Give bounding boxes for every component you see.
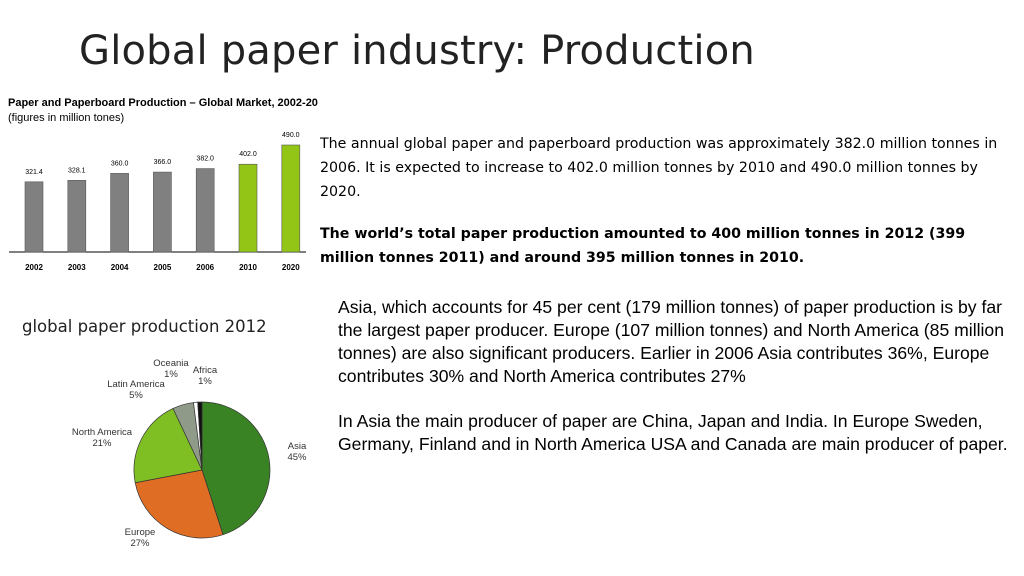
pie-slice-label: Asia bbox=[288, 441, 307, 452]
bar-chart-title: Paper and Paperboard Production – Global… bbox=[8, 97, 318, 109]
pie-slice-percent: 45% bbox=[287, 452, 307, 463]
pie-slice-europe bbox=[134, 469, 224, 539]
bar-category-label: 2006 bbox=[196, 263, 214, 272]
pie-slice-label: Europe bbox=[125, 527, 156, 538]
pie-slice-asia bbox=[201, 401, 271, 536]
asia-share-paragraph: Asia, which accounts for 45 per cent (17… bbox=[338, 297, 1004, 386]
bar-2004 bbox=[110, 173, 129, 253]
total-production-paragraph: The world’s total paper production amoun… bbox=[320, 226, 966, 266]
bar-value-label: 360.0 bbox=[111, 160, 129, 167]
bar-chart-subtitle: (figures in million tones) bbox=[8, 112, 125, 124]
bar-category-label: 2010 bbox=[239, 263, 257, 272]
main-producers-paragraph: In Asia the main producer of paper are C… bbox=[338, 411, 1008, 454]
pie-slice-label: Latin America bbox=[107, 379, 165, 390]
pie-slice-label: Africa bbox=[193, 365, 218, 376]
pie-slice-label: North America bbox=[72, 427, 133, 438]
bar-category-label: 2002 bbox=[25, 263, 43, 272]
bar-value-label: 366.0 bbox=[154, 159, 172, 166]
pie-slice-percent: 1% bbox=[164, 369, 178, 380]
pie-slice-north-america bbox=[133, 408, 203, 484]
bar-value-label: 328.1 bbox=[68, 167, 86, 174]
pie-chart-title: global paper production 2012 bbox=[22, 317, 267, 336]
bar-2006 bbox=[195, 168, 215, 253]
bar-2005 bbox=[153, 171, 172, 253]
slide-title: Global paper industry: Production bbox=[79, 28, 755, 74]
bar-value-label: 490.0 bbox=[282, 132, 300, 139]
pie-slice-africa bbox=[197, 401, 203, 471]
bar-category-label: 2003 bbox=[68, 263, 86, 272]
bar-value-label: 321.4 bbox=[25, 169, 43, 176]
bar-2003 bbox=[67, 180, 87, 253]
pie-slice-percent: 5% bbox=[129, 390, 143, 401]
production-paragraph: The annual global paper and paperboard p… bbox=[320, 136, 998, 200]
pie-slice-percent: 27% bbox=[130, 538, 150, 549]
bar-2020 bbox=[281, 144, 301, 253]
bar-2002 bbox=[24, 181, 44, 253]
bar-value-label: 382.0 bbox=[196, 156, 214, 163]
bar-category-label: 2020 bbox=[282, 263, 300, 272]
bar-value-label: 402.0 bbox=[239, 151, 257, 158]
pie-slice-percent: 21% bbox=[92, 438, 112, 449]
bar-chart: 321.4 2002 328.1 2003 360.0 2004 366.0 2005 382.… bbox=[9, 132, 306, 272]
bar-2010 bbox=[238, 163, 258, 253]
pie-slice-label: Oceania bbox=[153, 358, 189, 369]
bar-category-label: 2004 bbox=[111, 263, 129, 272]
bar-category-label: 2005 bbox=[154, 263, 172, 272]
pie-slice-percent: 1% bbox=[198, 376, 212, 387]
